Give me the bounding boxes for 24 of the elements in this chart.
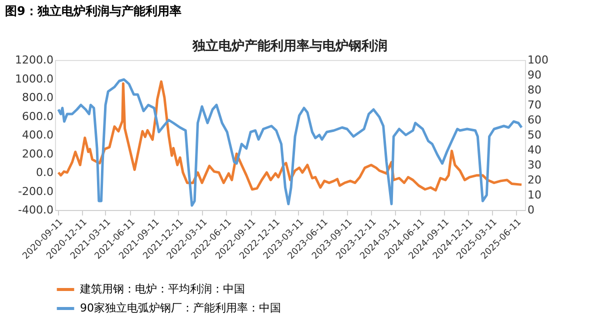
y2-tick-label: 60	[528, 114, 542, 126]
y2-tick-label: 50	[528, 128, 542, 142]
y2-tick-label: 100	[528, 54, 548, 66]
y-tick-label: 1000.0	[15, 72, 54, 86]
y2-tick-label: 10	[528, 188, 542, 202]
y2-tick-label: 30	[528, 158, 542, 172]
caption: 图9：独立电炉利润与产能利用率	[5, 4, 182, 18]
y-tick-label: 400.0	[22, 128, 54, 142]
chart-title: 独立电炉产能利用率与电炉钢利润	[192, 38, 388, 54]
legend-label: 90家独立电弧炉钢厂：产能利用率：中国	[80, 302, 281, 314]
y2-tick-label: 90	[528, 68, 542, 82]
y-tick-label: 1200.0	[15, 54, 54, 66]
y2-tick-label: 40	[528, 144, 542, 156]
y-tick-label: 600.0	[22, 110, 54, 123]
y2-tick-label: 80	[528, 84, 542, 96]
y-tick-label: -400.0	[18, 204, 54, 216]
y-tick-label: -200.0	[18, 184, 54, 198]
y-tick-label: 200.0	[22, 147, 54, 160]
y2-tick-label: 70	[528, 98, 542, 112]
y-tick-label: 0.0	[36, 166, 54, 179]
y2-tick-label: 20	[528, 174, 542, 186]
y-tick-label: 800.0	[22, 91, 54, 104]
legend-label: 建筑用钢：电炉：平均利润：中国	[79, 282, 245, 296]
y2-tick-label: 0	[528, 204, 534, 216]
